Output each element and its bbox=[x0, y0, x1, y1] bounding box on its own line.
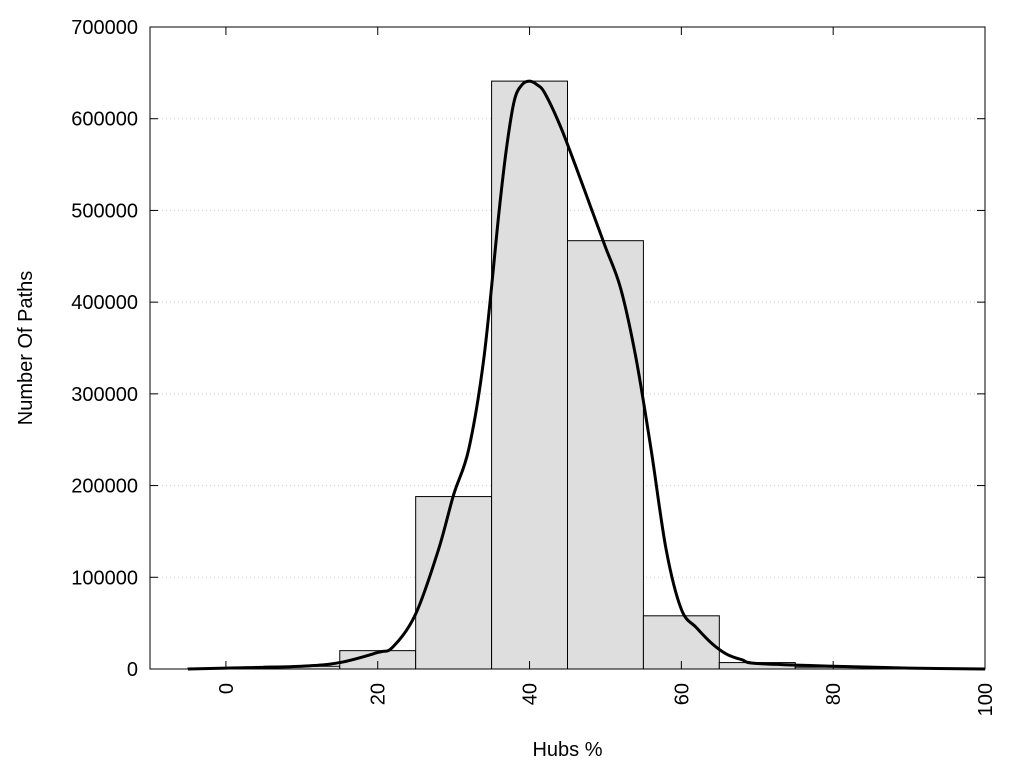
density-curve bbox=[187, 79, 986, 671]
y-tick-label: 700000 bbox=[71, 17, 138, 39]
x-tick-label: 80 bbox=[823, 683, 845, 705]
y-tick-label: 0 bbox=[127, 659, 138, 681]
plot-frame bbox=[149, 26, 986, 670]
histogram-bar bbox=[567, 240, 644, 670]
y-tick-label: 600000 bbox=[71, 109, 138, 131]
x-tick-label: 40 bbox=[520, 683, 542, 705]
y-tick-label: 200000 bbox=[71, 476, 138, 498]
x-tick-labels: 0 20 40 60 80 100 bbox=[216, 683, 997, 716]
y-tick-label: 500000 bbox=[71, 200, 138, 222]
x-tick-label: 20 bbox=[368, 683, 390, 705]
histogram-bars bbox=[187, 80, 948, 670]
x-tick-label: 60 bbox=[671, 683, 693, 705]
x-axis-title: Hubs % bbox=[532, 739, 602, 761]
x-tick-label: 100 bbox=[975, 683, 997, 716]
y-axis-title: Number Of Paths bbox=[15, 271, 37, 426]
histogram-bar bbox=[491, 80, 568, 670]
y-tick-label: 400000 bbox=[71, 292, 138, 314]
y-tick-label: 100000 bbox=[71, 567, 138, 589]
x-tick-label: 0 bbox=[216, 683, 238, 694]
y-tick-labels: 0 100000 200000 300000 400000 500000 600000 700… bbox=[71, 17, 138, 681]
axis-ticks bbox=[150, 26, 986, 670]
y-tick-label: 300000 bbox=[71, 384, 138, 406]
histogram-bar bbox=[642, 615, 720, 670]
